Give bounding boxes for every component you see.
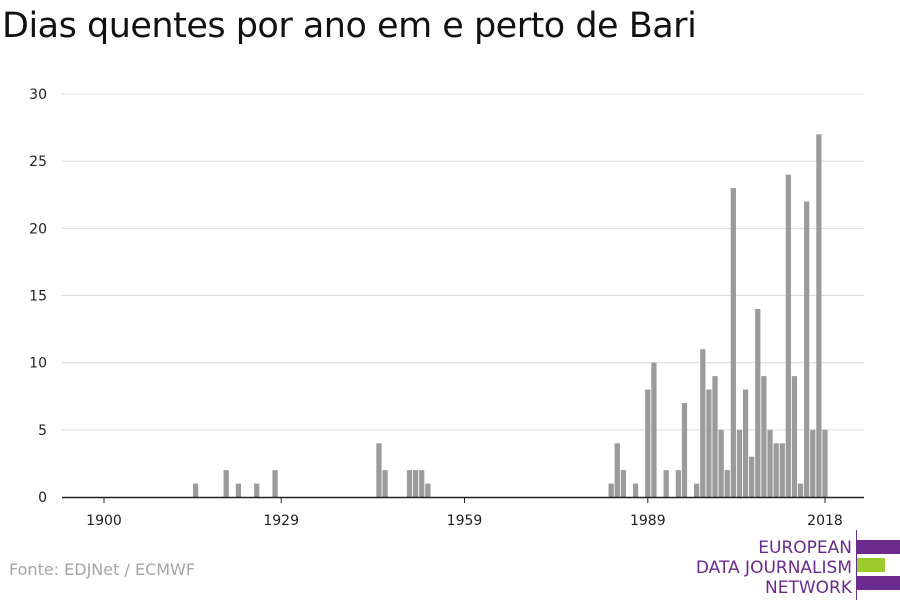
chart-title: Dias quentes por ano em e perto de Bari <box>2 6 697 46</box>
logo-line-2: DATA JOURNALISM <box>695 558 852 578</box>
bar <box>749 456 755 497</box>
bar <box>694 483 700 497</box>
bar <box>755 308 761 497</box>
logo-divider <box>856 530 857 600</box>
x-tick-label: 1929 <box>263 513 299 529</box>
bar <box>223 470 229 497</box>
bar <box>272 470 278 497</box>
bar <box>804 201 810 497</box>
bar <box>614 443 620 497</box>
bar <box>193 483 199 497</box>
bar <box>425 483 431 497</box>
logo-line-1: EUROPEAN <box>758 538 852 558</box>
bar <box>736 429 743 497</box>
x-tick-label: 1989 <box>630 513 666 529</box>
bar <box>724 470 730 497</box>
bar <box>730 188 736 498</box>
bar <box>767 429 773 497</box>
bar <box>797 483 804 497</box>
bar <box>608 483 614 497</box>
bar <box>412 470 419 497</box>
bar <box>822 429 828 497</box>
y-tick-label: 5 <box>38 423 47 439</box>
bar <box>620 470 626 497</box>
y-tick-label: 15 <box>29 289 47 305</box>
bar <box>810 429 816 497</box>
bar <box>779 443 785 497</box>
bar <box>675 470 681 497</box>
gridlines <box>62 93 864 431</box>
logo-bar-purple-bottom <box>857 576 900 590</box>
x-tick-label: 1959 <box>447 513 483 529</box>
bar <box>785 174 791 497</box>
bar <box>816 134 822 498</box>
x-tick-label: 2018 <box>807 513 843 529</box>
bar <box>382 470 388 497</box>
y-tick-label: 0 <box>38 490 47 506</box>
bar <box>419 470 425 497</box>
bar <box>773 443 779 497</box>
bar <box>706 389 712 497</box>
bar <box>663 470 669 497</box>
logo-bar-purple-top <box>857 540 900 554</box>
bar <box>700 349 706 497</box>
bar <box>235 483 242 497</box>
bar <box>376 443 382 497</box>
bar <box>651 362 657 497</box>
source-credit: Fonte: EDJNet / ECMWF <box>9 560 196 579</box>
bar <box>718 429 724 497</box>
y-tick-label: 25 <box>29 154 47 170</box>
bar <box>406 470 413 497</box>
bars <box>193 134 828 498</box>
bar <box>742 389 749 497</box>
bar <box>712 376 718 497</box>
bar <box>632 483 639 497</box>
bar <box>761 376 767 497</box>
logo-bar-green <box>857 558 885 572</box>
axes: 0 5 10 15 20 25 30 1900 1929 1959 1989 2018 <box>29 87 864 529</box>
y-tick-label: 10 <box>29 356 47 372</box>
logo-line-3: NETWORK <box>765 578 852 598</box>
x-tick-label: 1900 <box>86 513 122 529</box>
bar <box>254 483 260 497</box>
bar <box>645 389 651 497</box>
bar <box>791 376 798 497</box>
edjnet-logo: EUROPEAN DATA JOURNALISM NETWORK <box>696 530 900 600</box>
y-tick-label: 20 <box>29 221 47 237</box>
y-tick-label: 30 <box>29 87 47 103</box>
bar <box>681 402 688 497</box>
